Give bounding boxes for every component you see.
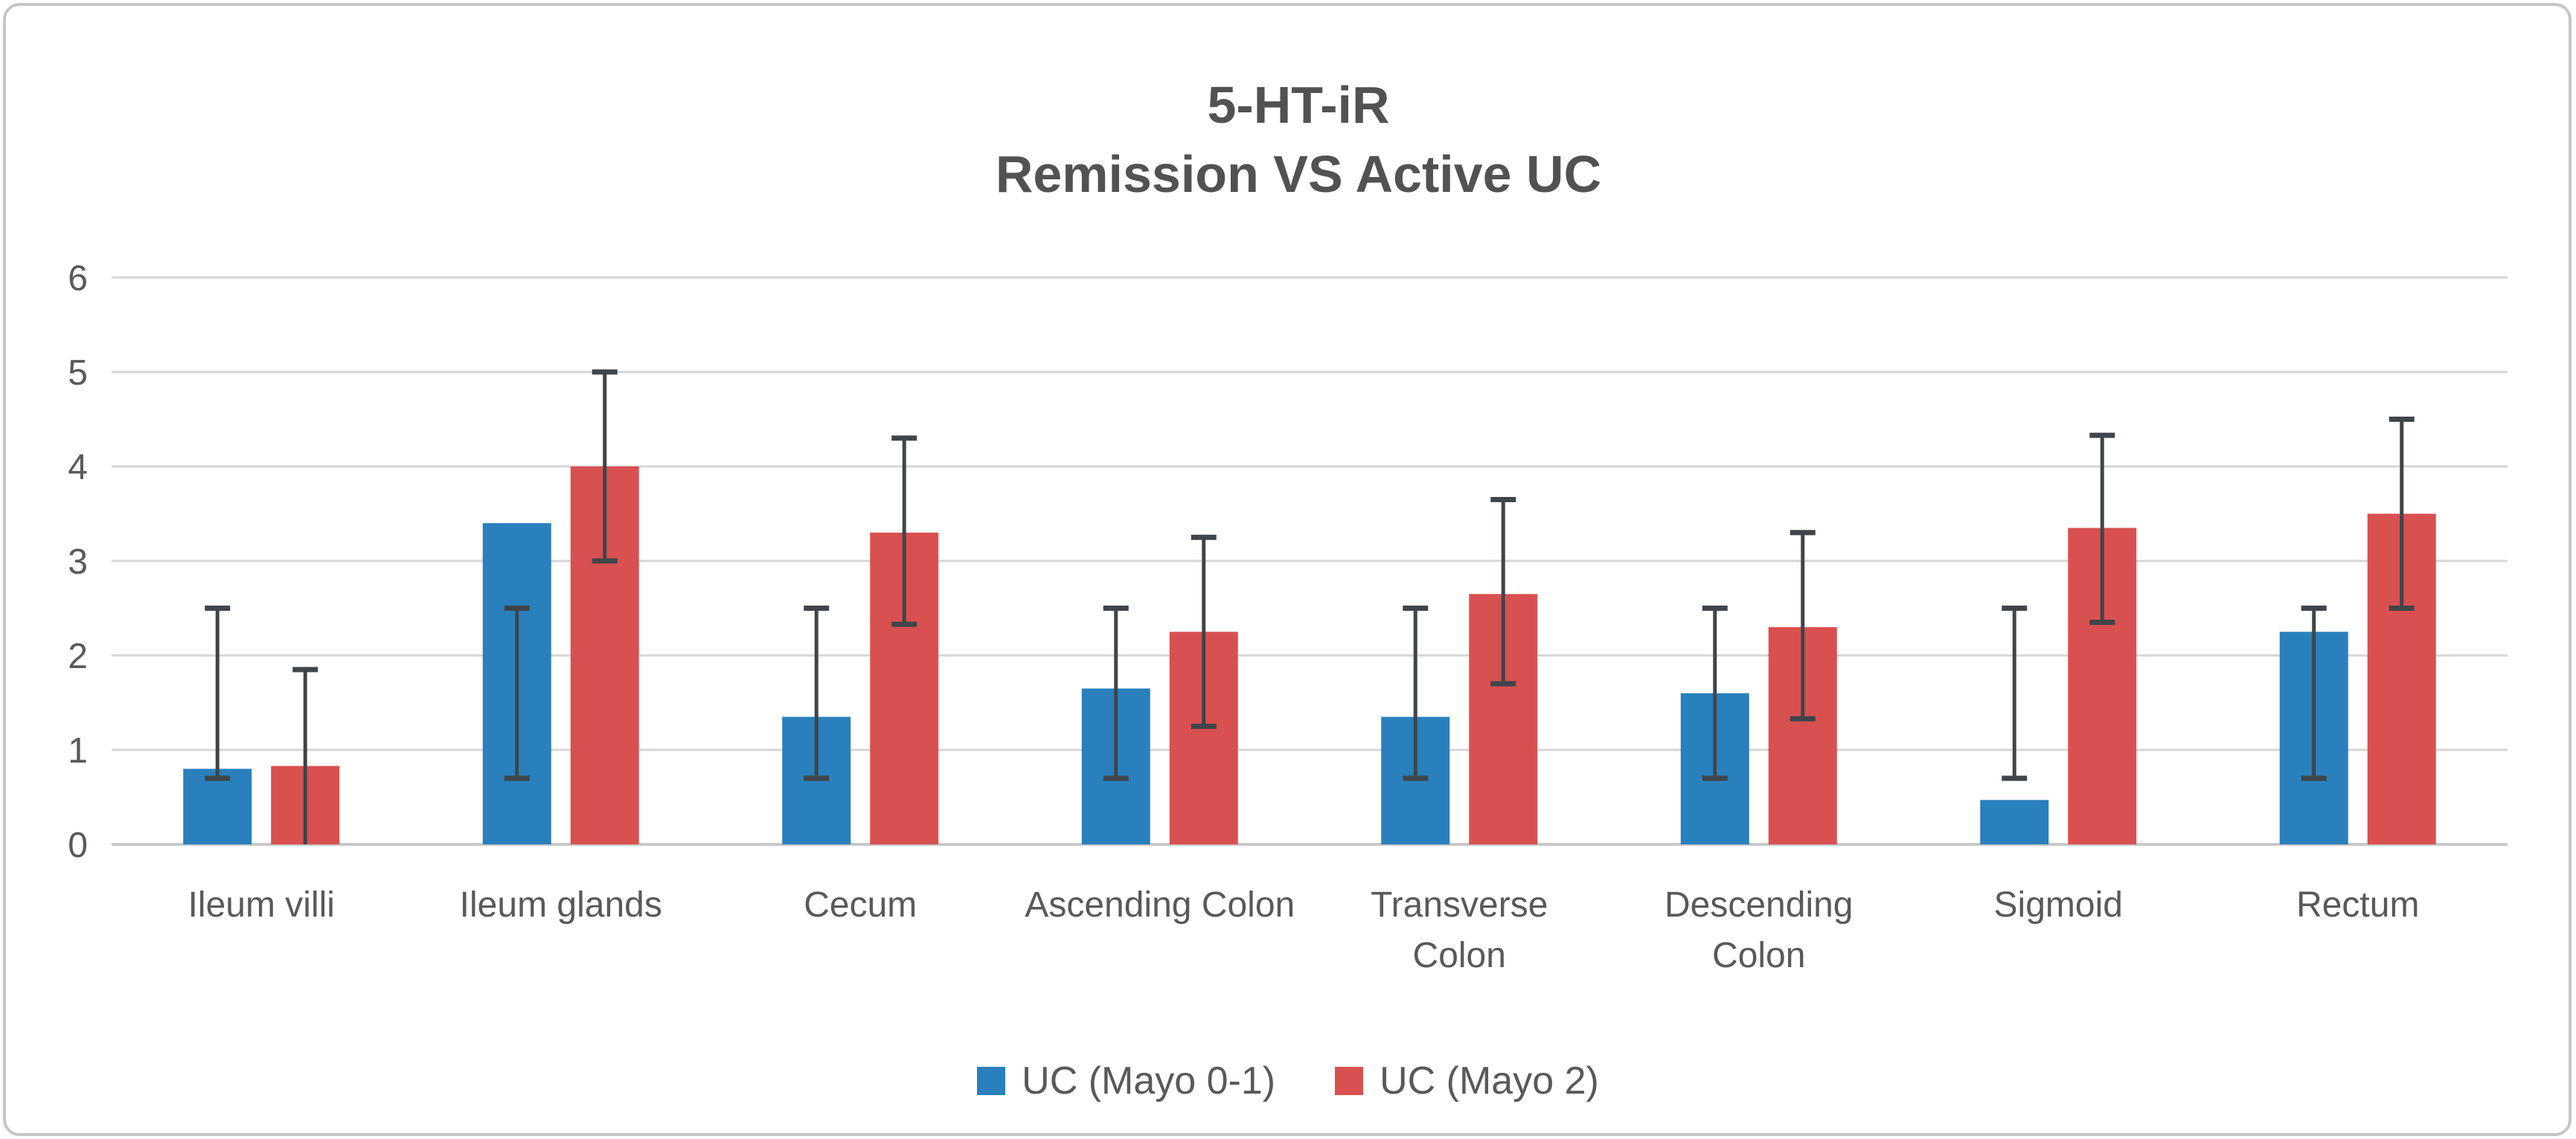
x-axis-label-rectum: Rectum <box>2296 885 2419 925</box>
y-axis-tick-label-5: 5 <box>68 353 88 393</box>
error-bar-uc-mayo-2-ileum-villi <box>292 667 318 844</box>
chart-title-line-1: 5-HT-iR <box>1208 76 1390 134</box>
x-axis-label-transverse-colon-line-2: Colon <box>1413 936 1506 975</box>
bar-uc-mayo-0-1-sigmoid <box>1980 800 2049 844</box>
error-bar-uc-mayo-2-transverse-colon <box>1490 496 1516 687</box>
x-axis-label-ascending-colon: Ascending Colon <box>1025 885 1295 925</box>
error-bar-uc-mayo-0-1-ileum-glands <box>504 606 530 781</box>
legend: UC (Mayo 0-1) UC (Mayo 2) <box>0 1040 2576 1122</box>
x-axis-label-descending-colon-line-2: Colon <box>1712 936 1805 975</box>
error-bar-uc-mayo-2-sigmoid <box>2089 432 2115 626</box>
y-axis-labels-group: 0 1 2 3 4 5 6 <box>68 259 88 865</box>
error-bar-uc-mayo-0-1-cecum <box>804 606 830 781</box>
legend-item-uc-mayo-2: UC (Mayo 2) <box>1335 1062 1599 1100</box>
error-bar-uc-mayo-2-ascending-colon <box>1191 534 1217 729</box>
x-axis-label-sigmoid: Sigmoid <box>1994 885 2123 925</box>
error-bar-uc-mayo-0-1-sigmoid <box>2002 606 2028 781</box>
x-axis-label-ileum-glands: Ileum glands <box>460 885 662 925</box>
legend-label-uc-mayo-2: UC (Mayo 2) <box>1380 1059 1599 1103</box>
error-bar-uc-mayo-2-cecum <box>891 435 917 627</box>
x-axis-label-ileum-villi: Ileum villi <box>188 885 335 925</box>
y-axis-tick-label-6: 6 <box>68 259 88 298</box>
error-bar-uc-mayo-0-1-ascending-colon <box>1103 606 1129 781</box>
error-bars-group <box>205 369 2415 844</box>
x-axis-label-descending-colon-line-1: Descending <box>1665 885 1853 925</box>
y-axis-tick-label-3: 3 <box>68 542 88 582</box>
legend-swatch-uc-mayo-0-1-icon <box>977 1067 1006 1095</box>
error-bar-uc-mayo-0-1-transverse-colon <box>1403 606 1429 781</box>
gridlines-group <box>112 276 2508 846</box>
error-bar-uc-mayo-2-ileum-glands <box>592 369 618 564</box>
error-bar-uc-mayo-0-1-rectum <box>2301 606 2327 781</box>
bar-uc-mayo-0-1-ileum-villi <box>183 769 252 844</box>
y-axis-tick-label-4: 4 <box>68 448 88 487</box>
error-bar-uc-mayo-0-1-descending-colon <box>1702 606 1728 781</box>
legend-swatch-uc-mayo-2-icon <box>1335 1067 1364 1095</box>
x-axis-labels-group: Ileum villi Ileum glands Cecum Ascending Co… <box>188 885 2420 975</box>
y-axis-tick-label-2: 2 <box>68 637 88 676</box>
error-bar-uc-mayo-2-descending-colon <box>1790 530 1816 722</box>
x-axis-label-transverse-colon-line-1: Transverse <box>1371 885 1548 925</box>
error-bar-uc-mayo-0-1-ileum-villi <box>205 606 231 781</box>
y-axis-tick-label-1: 1 <box>68 731 88 771</box>
chart-title-line-2: Remission VS Active UC <box>996 145 1601 203</box>
bars-group <box>183 466 2436 844</box>
error-bar-uc-mayo-2-rectum <box>2388 417 2415 611</box>
legend-item-uc-mayo-0-1: UC (Mayo 0-1) <box>977 1062 1275 1100</box>
legend-label-uc-mayo-0-1: UC (Mayo 0-1) <box>1022 1059 1276 1103</box>
x-axis-label-cecum: Cecum <box>804 885 917 925</box>
y-axis-tick-label-0: 0 <box>68 826 88 865</box>
